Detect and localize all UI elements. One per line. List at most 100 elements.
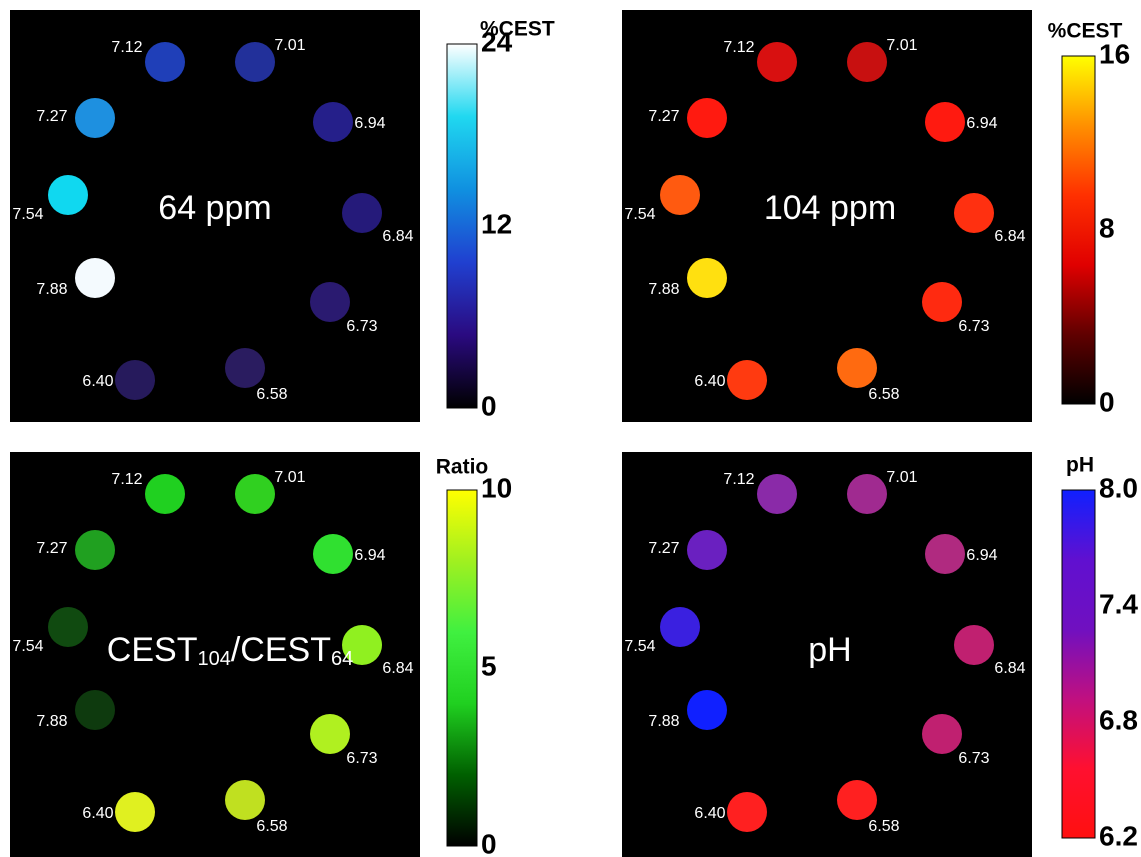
sample-spot	[727, 792, 767, 832]
sample-label: 6.94	[354, 115, 385, 132]
colorbar-title: pH	[1066, 454, 1094, 477]
sample-label: 7.01	[274, 469, 305, 486]
sample-label: 6.40	[82, 373, 113, 390]
sample-spot	[313, 534, 353, 574]
sample-spot	[75, 530, 115, 570]
colorbar-tick-label: 6.8	[1099, 704, 1138, 735]
sample-spot	[145, 474, 185, 514]
sample-label: 6.73	[346, 318, 377, 335]
sample-label: 7.88	[648, 713, 679, 730]
sample-spot	[48, 607, 88, 647]
colorbar-tick-label: 6.2	[1099, 820, 1138, 851]
sample-spot	[75, 258, 115, 298]
label-text: CEST	[107, 631, 198, 669]
sample-label: 6.40	[694, 373, 725, 390]
sample-label: 7.01	[274, 37, 305, 54]
label-subscript: 64	[331, 648, 353, 670]
colorbar	[1062, 490, 1095, 838]
sample-label: 6.84	[994, 660, 1025, 677]
sample-spot	[310, 714, 350, 754]
colorbar-tick-label: 0	[1099, 386, 1115, 417]
sample-spot	[954, 193, 994, 233]
colorbar-tick-label: 0	[481, 828, 497, 857]
colorbar-tick-label: 12	[481, 208, 512, 239]
sample-label: 7.54	[12, 206, 43, 223]
sample-spot	[115, 792, 155, 832]
sample-label: 7.88	[36, 281, 67, 298]
panel-label: CEST104/CEST64	[107, 631, 353, 670]
sample-label: 7.12	[723, 471, 754, 488]
sample-label: 6.73	[346, 750, 377, 767]
sample-spot	[235, 474, 275, 514]
panel: 7.12 7.01 7.27 6.94 7.54 6.84 7.88 6.73 6.40 6.58…	[10, 452, 512, 857]
sample-spot	[687, 98, 727, 138]
panel-label: pH	[808, 631, 851, 669]
sample-label: 7.12	[111, 471, 142, 488]
sample-spot	[837, 348, 877, 388]
colorbar-tick-label: 24	[481, 26, 513, 57]
sample-spot	[75, 690, 115, 730]
sample-spot	[837, 780, 877, 820]
colorbar-tick-label: 7.4	[1099, 588, 1138, 619]
colorbar-tick-label: 8.0	[1099, 472, 1138, 503]
sample-label: 7.01	[886, 469, 917, 486]
sample-label: 7.54	[12, 638, 43, 655]
sample-spot	[925, 102, 965, 142]
colorbar	[447, 490, 477, 846]
sample-label: 6.94	[966, 547, 997, 564]
sample-label: 6.73	[958, 318, 989, 335]
label-text: 64 ppm	[158, 189, 271, 227]
sample-label: 6.40	[82, 805, 113, 822]
label-text: pH	[808, 631, 851, 669]
sample-label: 6.58	[868, 386, 899, 403]
sample-label: 7.12	[723, 39, 754, 56]
sample-spot	[225, 780, 265, 820]
sample-spot	[313, 102, 353, 142]
sample-spot	[660, 607, 700, 647]
sample-spot	[757, 42, 797, 82]
colorbar-tick-label: 5	[481, 650, 497, 681]
sample-spot	[145, 42, 185, 82]
sample-spot	[922, 714, 962, 754]
sample-label: 7.01	[886, 37, 917, 54]
sample-spot	[310, 282, 350, 322]
sample-label: 6.40	[694, 805, 725, 822]
sample-label: 7.88	[648, 281, 679, 298]
sample-spot	[925, 534, 965, 574]
label-text: 104 ppm	[764, 189, 896, 227]
sample-label: 7.27	[648, 108, 679, 125]
sample-spot	[687, 690, 727, 730]
sample-label: 7.27	[36, 540, 67, 557]
sample-label: 7.27	[648, 540, 679, 557]
sample-label: 6.58	[256, 386, 287, 403]
sample-spot	[235, 42, 275, 82]
colorbar	[447, 44, 477, 408]
sample-label: 6.84	[994, 228, 1025, 245]
sample-spot	[115, 360, 155, 400]
sample-spot	[225, 348, 265, 388]
sample-spot	[687, 530, 727, 570]
sample-label: 6.94	[354, 547, 385, 564]
sample-spot	[727, 360, 767, 400]
sample-label: 6.73	[958, 750, 989, 767]
sample-label: 7.88	[36, 713, 67, 730]
sample-label: 6.84	[382, 228, 413, 245]
sample-spot	[48, 175, 88, 215]
sample-label: 6.58	[256, 818, 287, 835]
colorbar	[1062, 56, 1095, 404]
sample-label: 7.27	[36, 108, 67, 125]
colorbar-tick-label: 0	[481, 390, 497, 421]
sample-label: 6.84	[382, 660, 413, 677]
colorbar-tick-label: 10	[481, 472, 512, 503]
sample-spot	[847, 474, 887, 514]
sample-spot	[922, 282, 962, 322]
panel-label: 64 ppm	[158, 189, 271, 227]
colorbar-tick-label: 8	[1099, 212, 1115, 243]
figure: 7.12 7.01 7.27 6.94 7.54 6.84 7.88 6.73 6.40 6.58…	[0, 0, 1141, 857]
sample-label: 6.94	[966, 115, 997, 132]
sample-label: 7.54	[624, 638, 655, 655]
sample-spot	[75, 98, 115, 138]
